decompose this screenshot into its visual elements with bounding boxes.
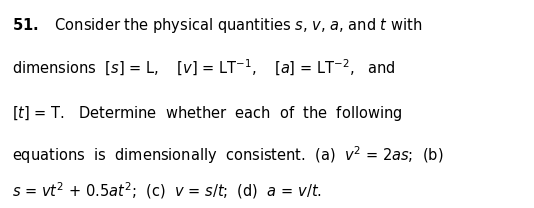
Text: $\mathbf{51.}$   Consider the physical quantities $s$, $v$, $a$, and $t$ with: $\mathbf{51.}$ Consider the physical qua… (12, 16, 422, 35)
Text: $s$ = $vt^2$ + 0.5$at^2$;  (c)  $v$ = $s$/$t$;  (d)  $a$ = $v$/$t$.: $s$ = $vt^2$ + 0.5$at^2$; (c) $v$ = $s$/… (12, 180, 321, 201)
Text: equations  is  dimensionally  consistent.  (a)  $v^2$ = 2$as$;  (b): equations is dimensionally consistent. (… (12, 145, 443, 166)
Text: $[t]$ = T.   Determine  whether  each  of  the  following: $[t]$ = T. Determine whether each of the… (12, 104, 402, 123)
Text: dimensions  $[s]$ = L,    $[v]$ = LT$^{-1}$,    $[a]$ = LT$^{-2}$,   and: dimensions $[s]$ = L, $[v]$ = LT$^{-1}$,… (12, 58, 396, 78)
